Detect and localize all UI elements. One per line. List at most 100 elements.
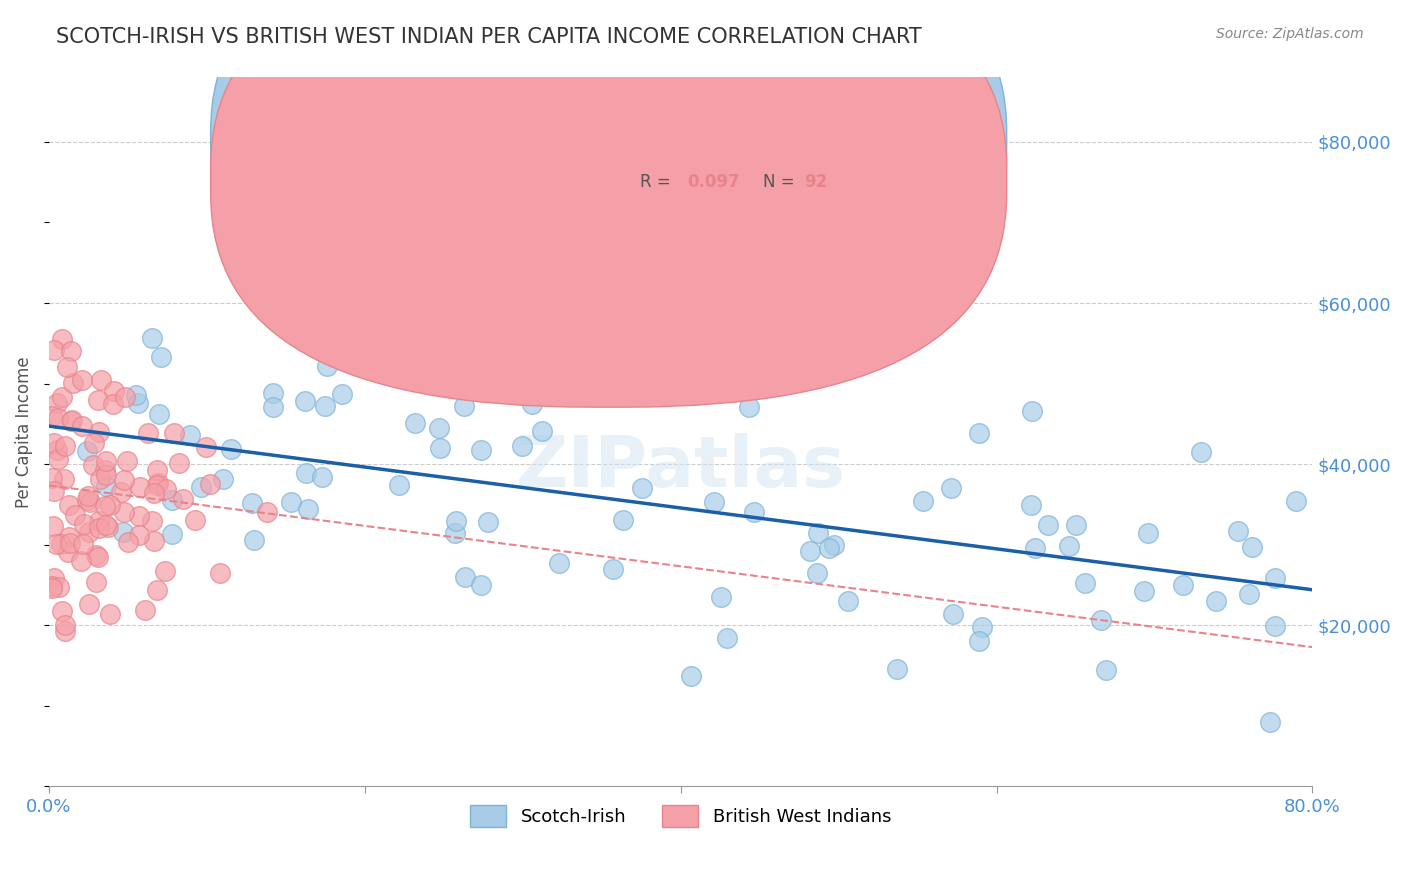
British West Indians — [76, 489, 98, 503]
Scotch-Irish — [160, 527, 183, 541]
British West Indians — [46, 452, 69, 467]
British West Indians — [84, 575, 107, 590]
Text: ZIPatlas: ZIPatlas — [516, 433, 846, 502]
British West Indians — [51, 333, 73, 347]
Scotch-Irish — [1264, 619, 1286, 633]
FancyBboxPatch shape — [211, 0, 1007, 407]
British West Indians — [59, 343, 82, 358]
British West Indians — [55, 618, 77, 632]
Scotch-Irish — [1205, 594, 1227, 608]
British West Indians — [155, 482, 177, 496]
Scotch-Irish — [190, 480, 212, 494]
British West Indians — [96, 517, 118, 532]
Scotch-Irish — [818, 541, 841, 556]
British West Indians — [46, 411, 69, 425]
British West Indians — [90, 373, 112, 387]
British West Indians — [72, 516, 94, 531]
British West Indians — [70, 554, 93, 568]
Scotch-Irish — [716, 631, 738, 645]
Scotch-Irish — [967, 634, 990, 648]
British West Indians — [42, 571, 65, 585]
British West Indians — [48, 580, 70, 594]
British West Indians — [153, 565, 176, 579]
British West Indians — [194, 440, 217, 454]
Scotch-Irish — [886, 662, 908, 676]
British West Indians — [52, 472, 75, 486]
FancyBboxPatch shape — [567, 113, 870, 212]
British West Indians — [101, 397, 124, 411]
British West Indians — [172, 492, 194, 507]
Scotch-Irish — [807, 525, 830, 540]
Scotch-Irish — [1264, 571, 1286, 585]
British West Indians — [148, 475, 170, 490]
Scotch-Irish — [942, 607, 965, 622]
British West Indians — [184, 513, 207, 527]
British West Indians — [42, 483, 65, 498]
Scotch-Irish — [444, 525, 467, 540]
British West Indians — [59, 414, 82, 428]
British West Indians — [87, 392, 110, 407]
British West Indians — [42, 436, 65, 450]
British West Indians — [41, 471, 63, 485]
Scotch-Irish — [404, 416, 426, 430]
Scotch-Irish — [738, 401, 761, 415]
British West Indians — [65, 508, 87, 522]
Scotch-Irish — [742, 505, 765, 519]
British West Indians — [49, 537, 72, 551]
British West Indians — [45, 537, 67, 551]
Scotch-Irish — [330, 387, 353, 401]
Scotch-Irish — [509, 377, 531, 392]
British West Indians — [51, 390, 73, 404]
Scotch-Irish — [295, 466, 318, 480]
Scotch-Irish — [111, 524, 134, 539]
Text: N =: N = — [763, 173, 800, 192]
Scotch-Irish — [162, 493, 184, 508]
Text: 0.097: 0.097 — [688, 173, 740, 192]
Scotch-Irish — [415, 367, 437, 381]
Scotch-Irish — [1258, 714, 1281, 729]
British West Indians — [110, 485, 132, 500]
British West Indians — [87, 514, 110, 528]
Scotch-Irish — [470, 442, 492, 457]
Text: 92: 92 — [804, 173, 828, 192]
British West Indians — [62, 376, 84, 391]
Scotch-Irish — [149, 350, 172, 364]
Scotch-Irish — [520, 397, 543, 411]
British West Indians — [60, 412, 83, 426]
Scotch-Irish — [477, 515, 499, 529]
Scotch-Irish — [315, 359, 337, 373]
Text: 87: 87 — [804, 138, 828, 156]
British West Indians — [58, 530, 80, 544]
British West Indians — [77, 524, 100, 539]
Scotch-Irish — [125, 388, 148, 402]
British West Indians — [145, 463, 167, 477]
British West Indians — [117, 535, 139, 549]
British West Indians — [41, 409, 63, 424]
British West Indians — [59, 536, 82, 550]
British West Indians — [145, 583, 167, 598]
Scotch-Irish — [453, 399, 475, 413]
British West Indians — [94, 499, 117, 513]
British West Indians — [41, 579, 63, 593]
Scotch-Irish — [1171, 577, 1194, 591]
Scotch-Irish — [1074, 576, 1097, 591]
British West Indians — [117, 454, 139, 468]
Scotch-Irish — [710, 590, 733, 604]
Scotch-Irish — [1021, 404, 1043, 418]
Text: -0.238: -0.238 — [688, 138, 747, 156]
British West Indians — [138, 425, 160, 440]
Scotch-Irish — [810, 248, 832, 262]
British West Indians — [56, 545, 79, 559]
British West Indians — [77, 598, 100, 612]
British West Indians — [103, 384, 125, 398]
Scotch-Irish — [94, 479, 117, 493]
British West Indians — [46, 396, 69, 410]
Scotch-Irish — [806, 566, 828, 580]
Scotch-Irish — [912, 493, 935, 508]
Scotch-Irish — [294, 394, 316, 409]
Text: R =: R = — [640, 173, 676, 192]
Scotch-Irish — [602, 562, 624, 576]
Scotch-Irish — [219, 442, 242, 457]
Scotch-Irish — [262, 385, 284, 400]
British West Indians — [86, 550, 108, 565]
